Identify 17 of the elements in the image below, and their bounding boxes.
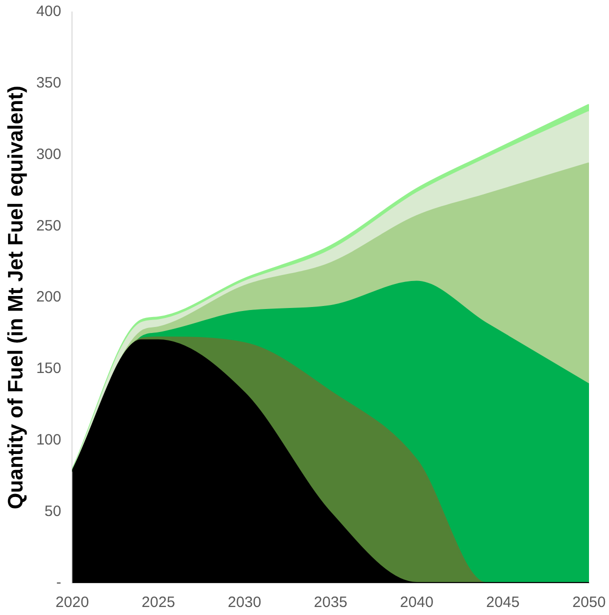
x-tick-label: 2040 xyxy=(400,594,434,612)
y-tick-label: 400 xyxy=(36,3,62,20)
x-tick-label: 2030 xyxy=(228,594,262,612)
y-tick-label: 250 xyxy=(36,217,62,234)
y-axis-title: Quantity of Fuel (in Mt Jet Fuel equivalent) xyxy=(4,86,28,510)
y-tick-label: - xyxy=(56,574,62,592)
x-tick-label: 2025 xyxy=(142,594,176,612)
y-tick-label: 200 xyxy=(36,288,62,306)
x-tick-label: 2020 xyxy=(56,594,89,612)
y-tick-label: 150 xyxy=(36,360,62,378)
x-tick-label: 2035 xyxy=(314,594,348,612)
y-tick-label: 300 xyxy=(36,146,62,163)
x-tick-label: 2045 xyxy=(486,594,520,612)
y-tick-label: 50 xyxy=(44,502,62,520)
x-tick-label: 2050 xyxy=(572,594,606,612)
y-tick-label: 350 xyxy=(36,74,62,92)
y-tick-label: 100 xyxy=(36,431,62,448)
